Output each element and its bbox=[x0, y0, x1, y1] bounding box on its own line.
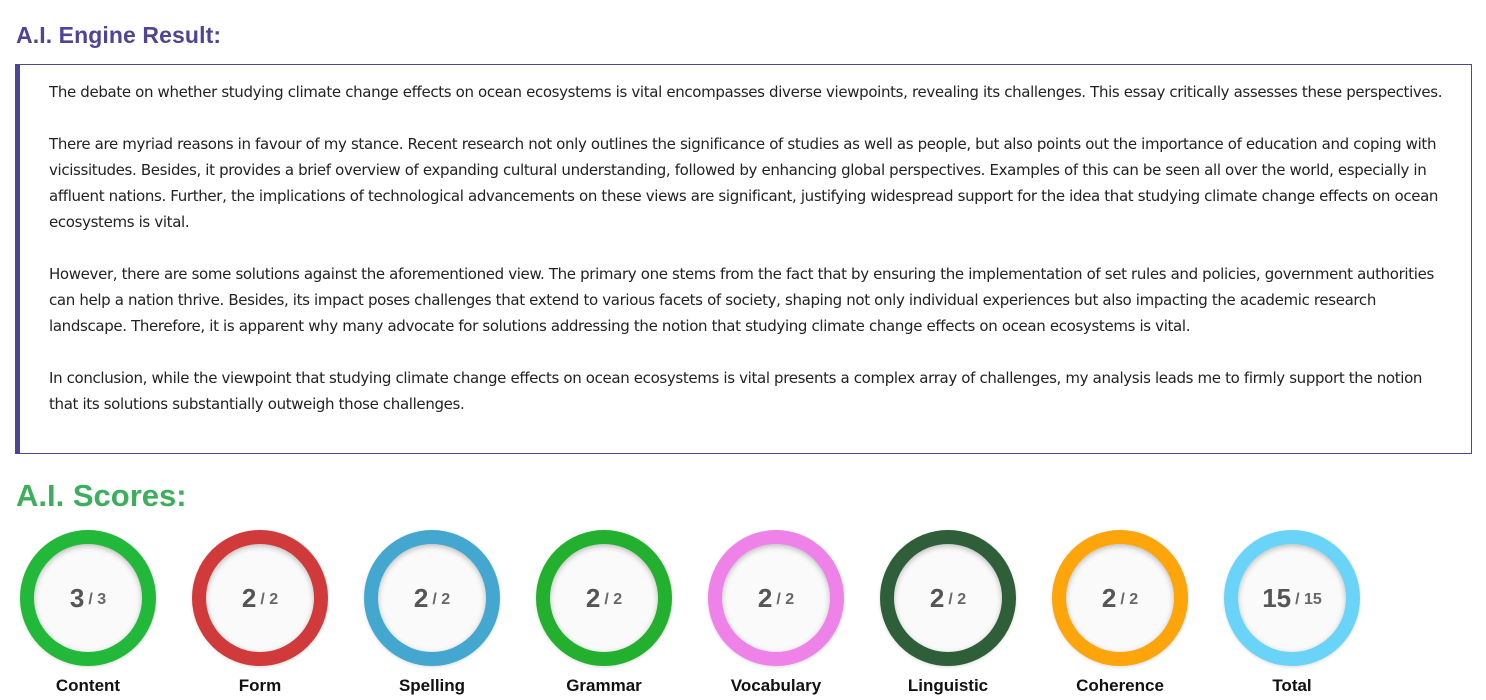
score-value: 3 bbox=[69, 582, 85, 613]
score-vocabulary: 2/ 2 Vocabulary bbox=[708, 530, 844, 695]
score-value: 2 bbox=[585, 582, 601, 613]
score-ring-vocabulary: 2/ 2 bbox=[708, 530, 844, 666]
score-linguistic: 2/ 2 Linguistic bbox=[880, 530, 1016, 695]
essay-paragraph-3: However, there are some solutions agains… bbox=[49, 265, 1434, 335]
score-label-spelling: Spelling bbox=[398, 676, 466, 695]
score-max: / 3 bbox=[88, 591, 107, 608]
score-label-content: Content bbox=[55, 676, 121, 695]
score-value: 2 bbox=[1101, 582, 1117, 613]
essay-paragraph-1: The debate on whether studying climate c… bbox=[49, 83, 1443, 101]
score-value: 2 bbox=[757, 582, 773, 613]
score-max: / 2 bbox=[432, 591, 451, 608]
score-spelling: 2/ 2 Spelling bbox=[364, 530, 500, 695]
score-form: 2/ 2 Form bbox=[192, 530, 328, 695]
score-ring-spelling: 2/ 2 bbox=[364, 530, 500, 666]
score-label-grammar: Grammar bbox=[566, 676, 642, 695]
score-label-form: Form bbox=[238, 676, 282, 695]
essay-result-box: The debate on whether studying climate c… bbox=[15, 64, 1472, 454]
score-total: 15/ 15 Total bbox=[1224, 530, 1360, 695]
score-max: / 15 bbox=[1295, 591, 1322, 608]
score-grammar: 2/ 2 Grammar bbox=[536, 530, 672, 695]
ai-engine-result-title: A.I. Engine Result: bbox=[16, 22, 222, 48]
score-label-linguistic: Linguistic bbox=[907, 676, 989, 695]
score-ring-form: 2/ 2 bbox=[192, 530, 328, 666]
score-max: / 2 bbox=[604, 591, 623, 608]
essay-paragraph-2: There are myriad reasons in favour of my… bbox=[49, 135, 1439, 231]
score-max: / 2 bbox=[1120, 591, 1139, 608]
score-ring-coherence: 2/ 2 bbox=[1052, 530, 1188, 666]
score-max: / 2 bbox=[948, 591, 967, 608]
score-label-total: Total bbox=[1272, 676, 1312, 695]
score-max: / 2 bbox=[776, 591, 795, 608]
score-label-coherence: Coherence bbox=[1076, 676, 1164, 695]
score-ring-grammar: 2/ 2 bbox=[536, 530, 672, 666]
score-label-vocabulary: Vocabulary bbox=[730, 676, 822, 695]
score-coherence: 2/ 2 Coherence bbox=[1052, 530, 1188, 695]
ai-scores-title: A.I. Scores: bbox=[16, 478, 187, 513]
score-value: 15 bbox=[1262, 582, 1292, 613]
score-content: 3/ 3 Content bbox=[20, 530, 156, 695]
essay-paragraph-4: In conclusion, while the viewpoint that … bbox=[49, 369, 1423, 413]
score-ring-linguistic: 2/ 2 bbox=[880, 530, 1016, 666]
score-value: 2 bbox=[413, 582, 429, 613]
score-value: 2 bbox=[929, 582, 945, 613]
score-ring-total: 15/ 15 bbox=[1224, 530, 1360, 666]
score-ring-content: 3/ 3 bbox=[20, 530, 156, 666]
score-value: 2 bbox=[241, 582, 257, 613]
score-max: / 2 bbox=[260, 591, 279, 608]
